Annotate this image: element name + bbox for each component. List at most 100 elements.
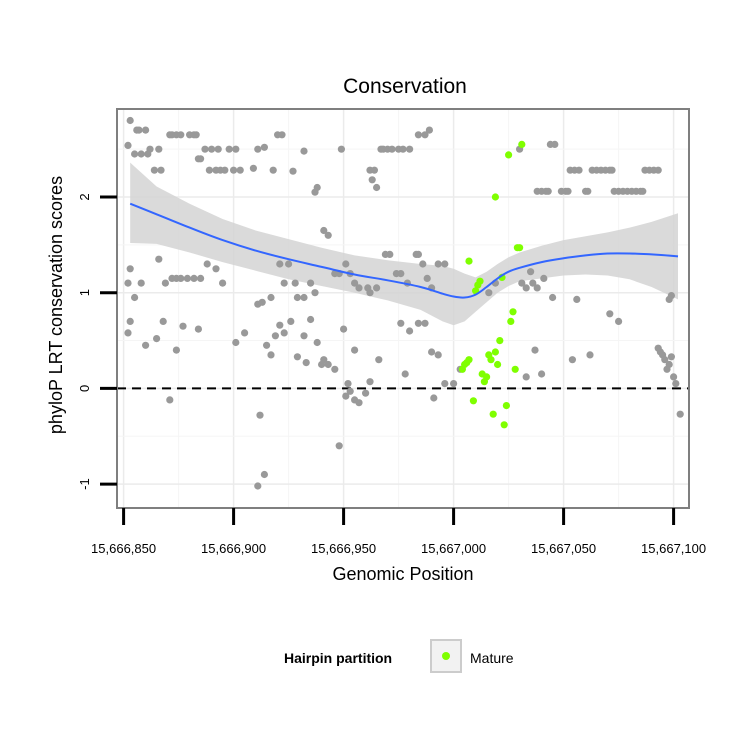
point-other — [608, 166, 616, 174]
point-other — [126, 317, 134, 325]
x-tick-label: 15,666,950 — [311, 541, 376, 556]
point-other — [575, 166, 583, 174]
point-other — [142, 341, 150, 349]
point-other — [441, 380, 449, 388]
x-tick-label: 15,666,850 — [91, 541, 156, 556]
point-other — [221, 166, 229, 174]
point-other — [249, 164, 257, 172]
point-other — [551, 140, 559, 148]
point-other — [639, 187, 647, 195]
point-other — [331, 365, 339, 373]
point-other — [672, 380, 680, 388]
plot-panel — [116, 108, 690, 509]
point-mature — [476, 277, 484, 285]
point-other — [197, 155, 205, 163]
point-other — [300, 332, 308, 340]
point-other — [137, 150, 145, 158]
point-other — [269, 166, 277, 174]
point-other — [135, 126, 143, 134]
point-other — [166, 396, 174, 404]
point-other — [307, 279, 315, 287]
point-other — [421, 319, 429, 327]
point-other — [150, 166, 158, 174]
point-other — [423, 274, 431, 282]
point-other — [373, 284, 381, 292]
point-other — [192, 131, 200, 139]
point-other — [313, 338, 321, 347]
point-other — [183, 274, 191, 282]
y-tick-label: 0 — [77, 385, 92, 392]
point-other — [267, 351, 275, 359]
point-other — [300, 293, 308, 302]
point-other — [531, 346, 539, 354]
point-mature — [491, 348, 499, 356]
point-other — [406, 145, 414, 153]
confidence-band — [130, 162, 678, 326]
point-other — [373, 183, 381, 192]
y-tick-label: 1 — [77, 289, 92, 296]
point-other — [287, 317, 295, 325]
x-tick-label: 15,667,100 — [641, 541, 706, 556]
point-other — [172, 346, 180, 354]
point-other — [137, 279, 145, 287]
point-mature — [507, 317, 515, 325]
point-other — [606, 310, 614, 318]
point-other — [241, 329, 249, 337]
point-other — [425, 126, 433, 134]
point-other — [522, 284, 530, 292]
point-other — [225, 145, 233, 153]
y-axis: -1 0 1 2 — [77, 193, 117, 490]
point-other — [661, 356, 669, 364]
point-other — [311, 289, 319, 297]
point-other — [549, 293, 557, 302]
point-other — [654, 166, 662, 174]
point-other — [219, 279, 227, 287]
point-other — [527, 268, 535, 276]
point-other — [260, 470, 268, 479]
point-mature — [491, 193, 499, 201]
legend-title: Hairpin partition — [284, 650, 392, 666]
point-other — [155, 255, 163, 263]
point-mature — [496, 337, 504, 345]
point-other — [142, 126, 150, 134]
point-other — [399, 145, 407, 153]
point-mature — [483, 373, 491, 381]
legend-key-mature — [442, 652, 450, 660]
point-other — [441, 260, 449, 268]
point-other — [414, 250, 422, 258]
point-other — [263, 341, 271, 349]
point-other — [179, 322, 187, 330]
point-other — [276, 321, 284, 329]
point-other — [177, 131, 185, 139]
point-other — [667, 353, 676, 361]
point-other — [313, 183, 321, 192]
point-other — [159, 317, 167, 325]
point-other — [615, 317, 623, 325]
point-other — [201, 145, 209, 153]
point-other — [344, 380, 352, 388]
point-mature — [511, 365, 519, 373]
legend: Hairpin partition Mature — [284, 639, 514, 673]
point-other — [254, 482, 262, 490]
point-other — [670, 373, 678, 381]
point-other — [573, 295, 581, 303]
point-other — [302, 359, 310, 367]
point-other — [538, 370, 546, 378]
point-other — [320, 356, 328, 364]
point-other — [522, 373, 530, 381]
point-mature — [518, 140, 526, 148]
point-other — [214, 145, 222, 153]
point-other — [568, 356, 577, 364]
point-other — [397, 319, 405, 327]
point-other — [124, 279, 132, 287]
point-other — [324, 360, 332, 369]
point-other — [533, 284, 541, 292]
point-other — [131, 293, 139, 302]
point-other — [232, 338, 240, 347]
point-other — [401, 370, 409, 378]
x-axis-label: Genomic Position — [332, 564, 473, 584]
point-other — [540, 274, 548, 282]
point-other — [544, 187, 552, 195]
point-mature — [469, 397, 477, 405]
point-other — [368, 176, 376, 184]
